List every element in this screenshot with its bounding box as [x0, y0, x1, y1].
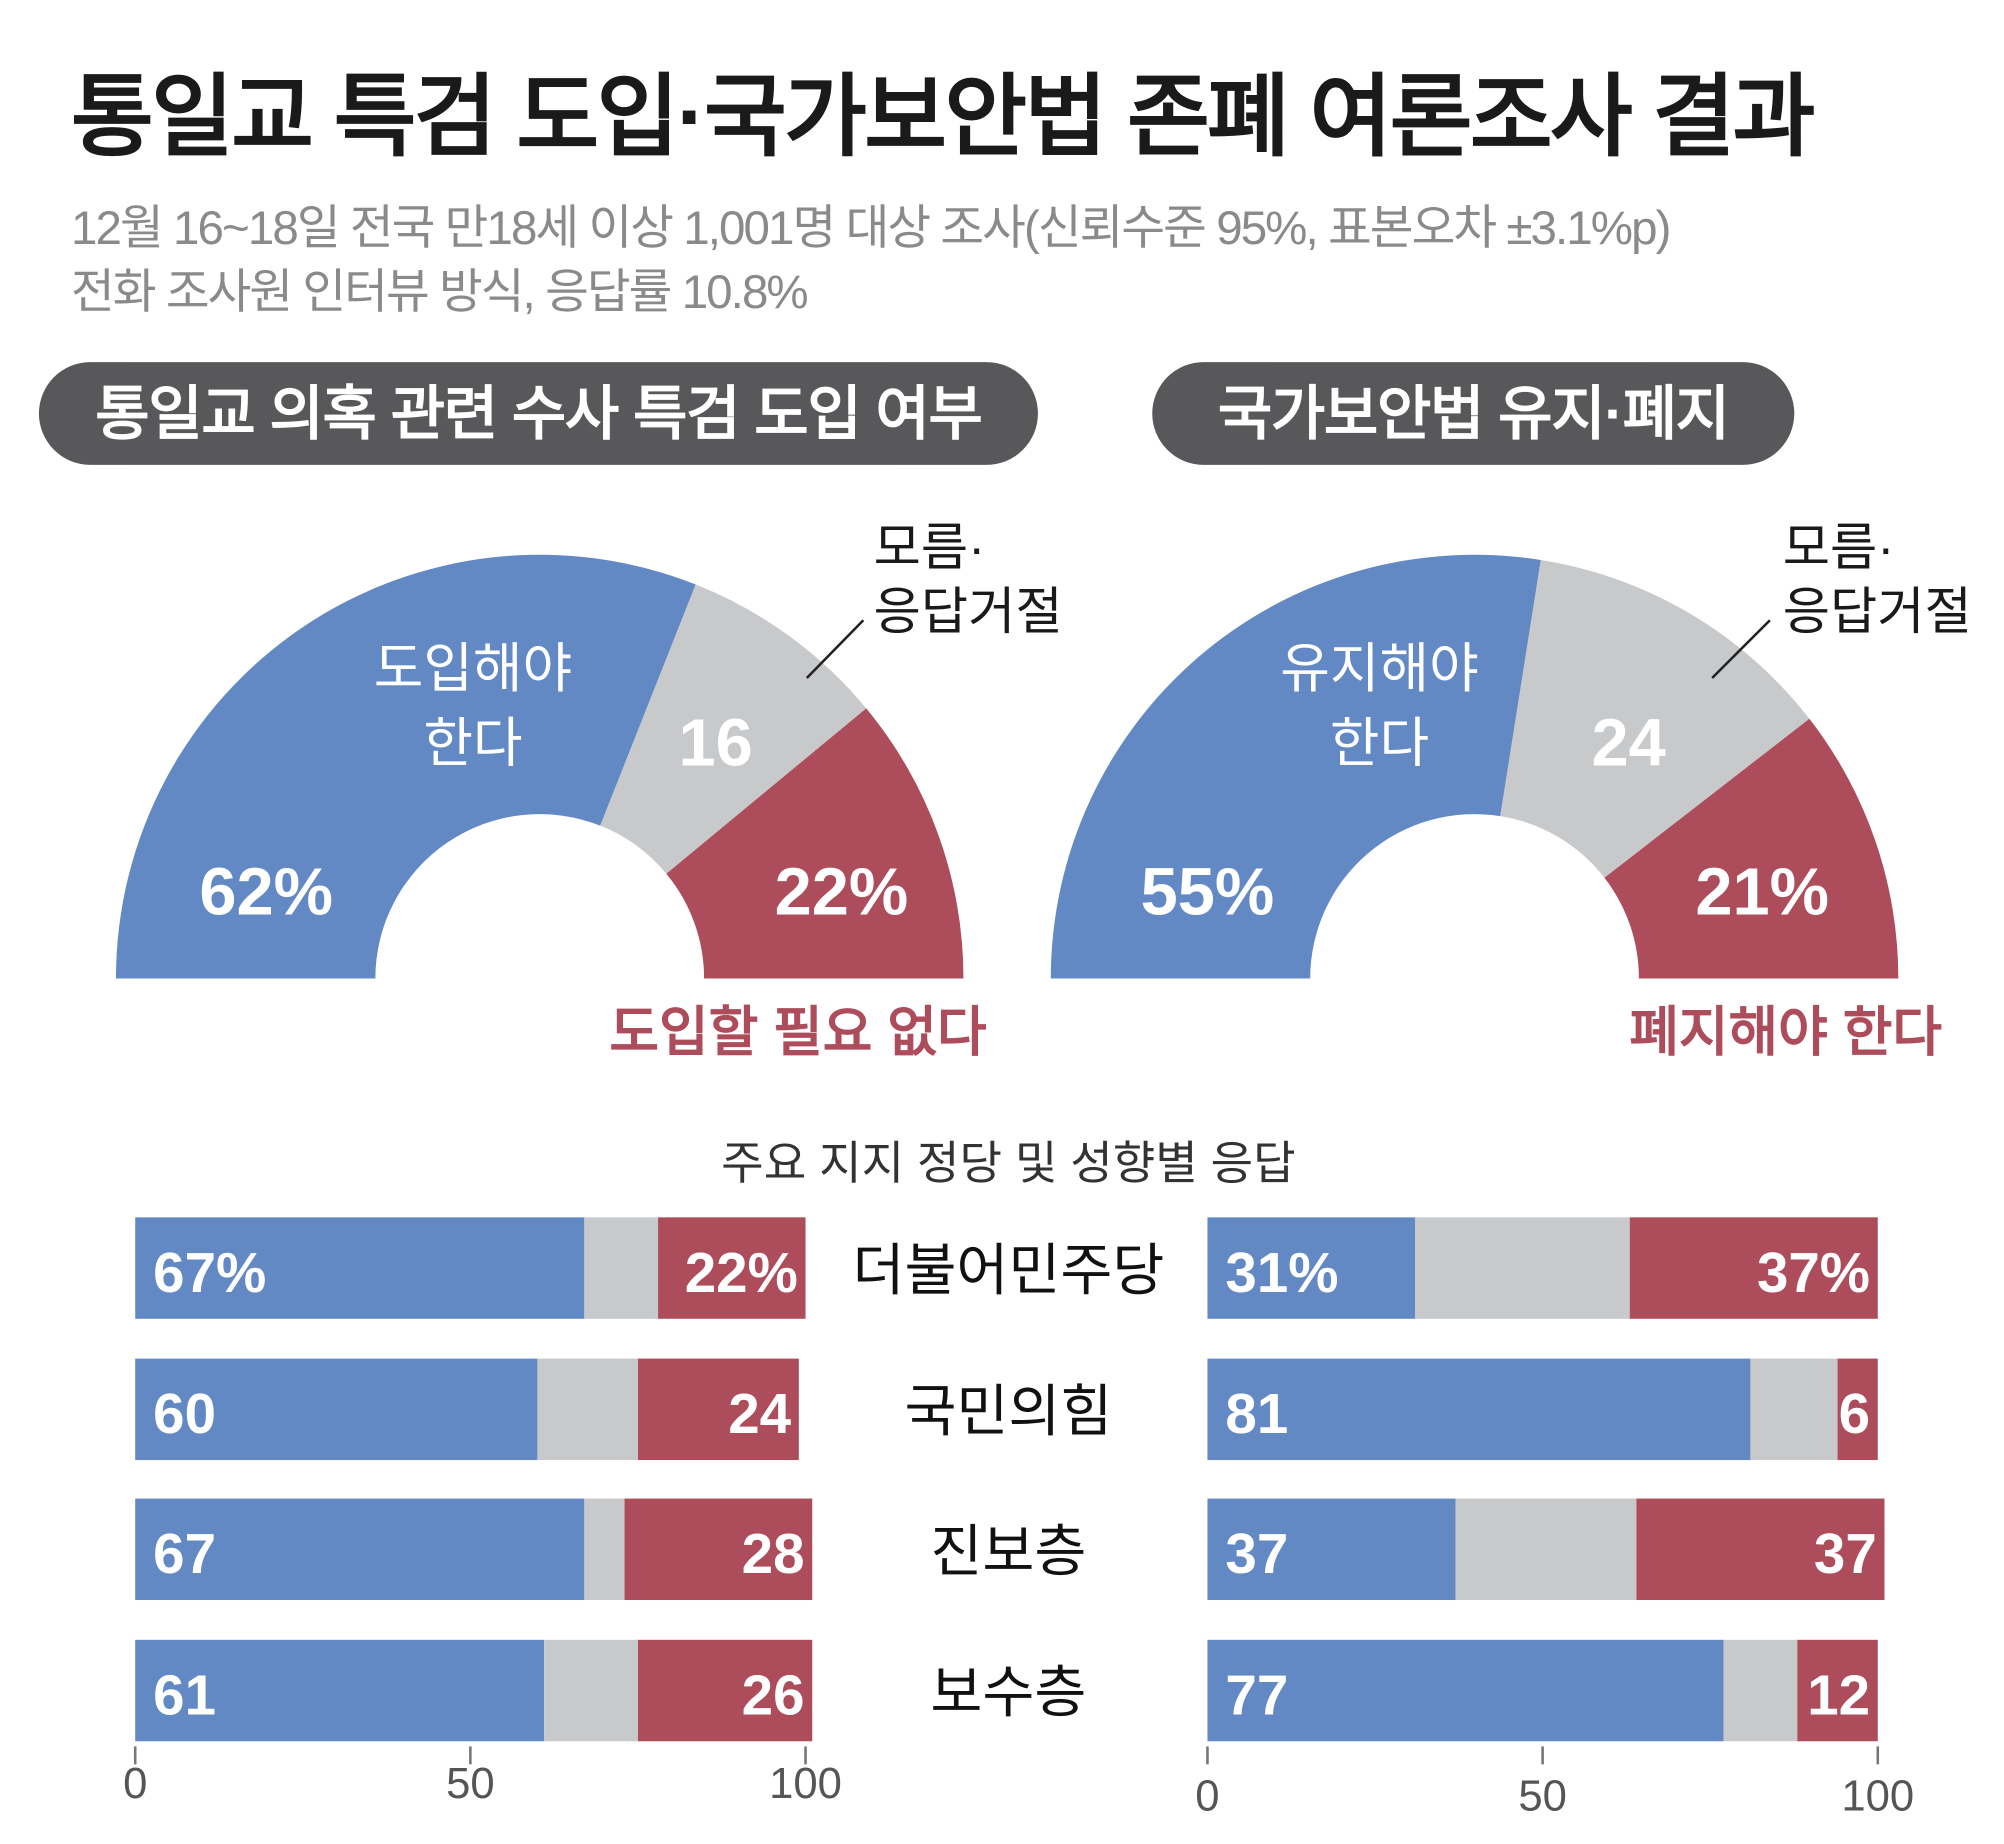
slice-value-red: 22% — [775, 855, 909, 929]
bar-value-label: 81 — [1225, 1382, 1288, 1445]
donut-slice-red — [666, 708, 964, 979]
survey-info-line-1: 12월 16~18일 전국 만18세 이상 1,001명 대상 조사(신뢰수준 … — [71, 202, 1669, 255]
axis-tick-label: 0 — [1195, 1772, 1219, 1821]
donut-slice-gray — [600, 584, 867, 874]
axis-tick-label: 0 — [123, 1759, 147, 1808]
slice-label-gray-line1: 모름· — [1783, 519, 1895, 576]
donut-slice-blue — [1050, 554, 1541, 979]
slice-label-blue-line2: 한다 — [423, 713, 522, 773]
bar-segment-blue — [1207, 1358, 1751, 1461]
bar-segment-red — [1797, 1639, 1878, 1742]
slice-label-red: 도입할 필요 없다 — [609, 1002, 986, 1062]
slice-value-blue: 55% — [1141, 855, 1275, 929]
bar-value-label: 61 — [153, 1663, 216, 1726]
bar-value-label: 6 — [1839, 1382, 1870, 1445]
bar-segment-gray — [1723, 1639, 1798, 1742]
slice-label-blue-line2: 한다 — [1330, 713, 1429, 773]
bar-segment-red — [624, 1498, 813, 1601]
leader-line — [1711, 619, 1771, 679]
slice-label-gray-line2: 응답거절 — [874, 583, 1063, 640]
slice-label-gray-line2: 응답거절 — [1783, 583, 1972, 640]
axis-tick-label: 50 — [1518, 1772, 1567, 1821]
slice-value-gray: 24 — [1592, 706, 1666, 780]
bar-value-label: 67% — [153, 1241, 266, 1304]
panel-title-pill-left — [38, 362, 1038, 465]
leader-line — [805, 619, 865, 679]
bar-value-label: 22% — [685, 1241, 798, 1304]
slice-label-blue-line1: 도입해야 — [374, 639, 572, 699]
bar-segment-blue — [135, 1639, 545, 1742]
page-title: 통일교 특검 도입·국가보안법 존폐 여론조사 결과 — [71, 68, 1815, 168]
slice-value-red: 21% — [1695, 855, 1829, 929]
bar-segment-red — [1636, 1498, 1885, 1601]
panel-title-left: 통일교 의혹 관련 수사 특검 도입 여부 — [95, 381, 981, 447]
survey-info-line-2: 전화 조사원 인터뷰 방식, 응답률 10.8% — [71, 266, 807, 319]
category-label: 보수층 — [930, 1661, 1086, 1724]
bar-segment-red — [658, 1217, 806, 1319]
axis-tick-label: 100 — [1841, 1772, 1914, 1821]
category-label: 진보층 — [930, 1519, 1086, 1582]
bar-segment-blue — [135, 1358, 538, 1461]
bar-value-label: 26 — [742, 1663, 805, 1726]
bar-segment-blue — [1207, 1639, 1724, 1742]
donut-slice-red — [1604, 718, 1899, 979]
bar-segment-red — [637, 1639, 813, 1742]
panel-title-pill-right — [1152, 362, 1795, 465]
slice-value-gray: 16 — [679, 706, 753, 780]
bar-segment-gray — [1415, 1217, 1630, 1319]
bar-value-label: 31% — [1225, 1241, 1338, 1304]
bar-value-label: 37 — [1225, 1522, 1288, 1585]
breakdown-title: 주요 지지 정당 및 성향별 응답 — [721, 1137, 1295, 1189]
bar-segment-blue — [1207, 1498, 1456, 1601]
donut-slice-gray — [1500, 559, 1810, 878]
bar-segment-gray — [1455, 1498, 1637, 1601]
bar-value-label: 37 — [1814, 1522, 1877, 1585]
bar-segment-gray — [1750, 1358, 1838, 1461]
bar-value-label: 24 — [728, 1382, 791, 1445]
panel-title-right: 국가보안법 유지·폐지 — [1218, 381, 1729, 447]
bar-value-label: 67 — [153, 1522, 216, 1585]
category-label: 더불어민주당 — [852, 1238, 1164, 1301]
donut-slice-blue — [115, 554, 696, 979]
bar-value-label: 77 — [1225, 1663, 1288, 1726]
bar-segment-gray — [584, 1217, 659, 1319]
bar-segment-red — [637, 1358, 799, 1461]
slice-value-blue: 62% — [199, 855, 333, 929]
bar-segment-gray — [584, 1498, 625, 1601]
bar-segment-gray — [544, 1639, 638, 1742]
bar-value-label: 28 — [742, 1522, 805, 1585]
bar-value-label: 60 — [153, 1382, 216, 1445]
bar-segment-gray — [537, 1358, 638, 1461]
slice-label-red: 폐지해야 한다 — [1629, 1002, 1942, 1062]
bar-segment-blue — [135, 1498, 585, 1601]
bar-segment-red — [1629, 1217, 1878, 1319]
axis-tick-label: 100 — [769, 1759, 842, 1808]
bar-segment-red — [1837, 1358, 1878, 1461]
category-label: 국민의힘 — [904, 1380, 1112, 1443]
bar-value-label: 37% — [1757, 1241, 1870, 1304]
slice-label-gray-line1: 모름· — [874, 519, 986, 576]
bar-segment-blue — [135, 1217, 585, 1319]
slice-label-blue-line1: 유지해야 — [1280, 639, 1478, 699]
axis-tick-label: 50 — [446, 1759, 495, 1808]
bar-value-label: 12 — [1807, 1663, 1870, 1726]
bar-segment-blue — [1207, 1217, 1416, 1319]
